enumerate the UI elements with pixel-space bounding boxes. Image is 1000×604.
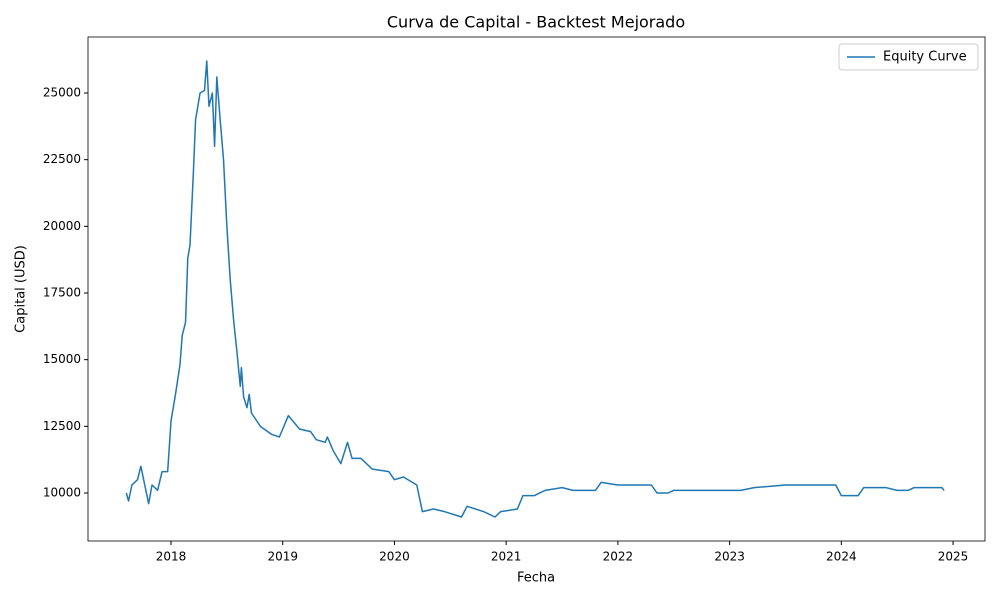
x-tick-label: 2025 [938,550,969,564]
x-tick-label: 2022 [603,550,634,564]
x-axis-label: Fecha [517,571,555,586]
x-tick-label: 2020 [379,550,410,564]
x-tick-label: 2019 [267,550,298,564]
x-tick-label: 2018 [156,550,187,564]
y-tick-label: 15000 [43,352,81,366]
legend-label: Equity Curve [883,50,967,65]
y-tick-label: 22500 [43,152,81,166]
y-tick-label: 25000 [43,86,81,100]
y-tick-label: 12500 [43,419,81,433]
legend-box [838,43,979,71]
y-tick-label: 10000 [43,486,81,500]
x-tick-label: 2021 [491,550,522,564]
y-tick-label: 17500 [43,286,81,300]
x-tick-label: 2023 [714,550,745,564]
y-axis-label: Capital (USD) [14,245,29,333]
chart-title: Curva de Capital - Backtest Mejorado [387,13,685,32]
x-tick-label: 2024 [826,550,857,564]
plot-frame [87,36,986,542]
equity-line [125,60,945,518]
y-tick-label: 20000 [43,219,81,233]
